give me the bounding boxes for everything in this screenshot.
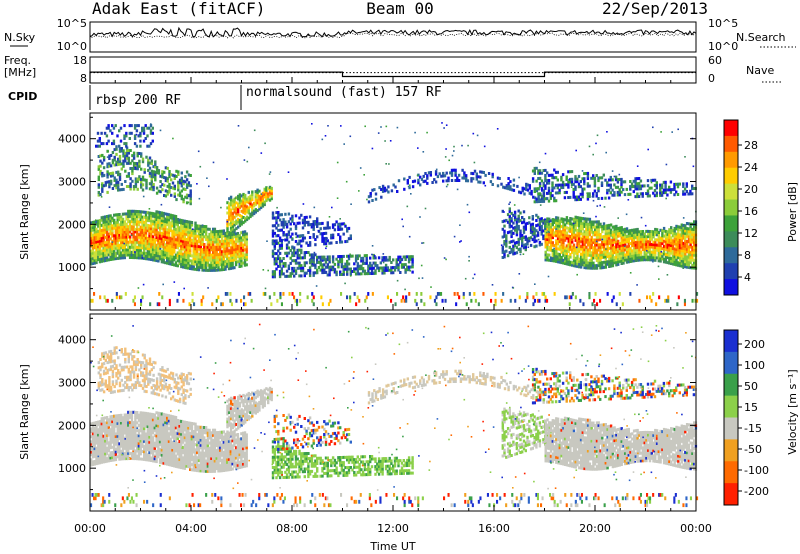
colorbar-segment: [724, 373, 738, 397]
ytick-label: 2000: [58, 419, 86, 432]
colorbar-segment: [724, 231, 738, 248]
nave-ytick-top: 60: [708, 54, 722, 67]
colorbar-segment: [724, 215, 738, 232]
freq-left-label-bottom: [MHz]: [4, 66, 36, 79]
freq-panel: Freq. [MHz] 18 8 60 0 Nave: [4, 54, 782, 85]
velocity-panel: 1000 2000 3000 4000 Slant Range [km] 200 100…: [18, 313, 799, 512]
power-colorbar-label: Power [dB]: [786, 182, 799, 242]
colorbar-tick-label: -200: [744, 485, 769, 498]
ytick-label: 1000: [58, 462, 86, 475]
velocity-panel-frame: [89, 313, 697, 512]
noise-panel: N.Sky 10^5 10^0 10^5 10^0 N.Search: [4, 17, 796, 53]
colorbar-segment: [724, 247, 738, 264]
colorbar-tick-label: 100: [744, 359, 765, 372]
colorbar-segment: [724, 461, 738, 484]
colorbar-segment: [724, 135, 738, 153]
time-axis: 00:00 04:00 08:00 12:00 16:00 20:00 00:00: [74, 77, 712, 535]
cpid-label: CPID: [8, 90, 37, 103]
noise-left-label: N.Sky: [4, 31, 36, 44]
colorbar-tick-label: 15: [744, 401, 758, 414]
xtick-label: 04:00: [175, 522, 207, 535]
header-title-left: Adak East (fitACF): [92, 0, 265, 18]
ytick-label: 3000: [58, 377, 86, 390]
noise-ytick-right-top: 10^5: [708, 17, 738, 30]
freq-ytick-top: 18: [73, 54, 87, 67]
power-ylabel: Slant Range [km]: [18, 164, 31, 260]
nave-ytick-bottom: 0: [708, 72, 715, 85]
xtick-label: 20:00: [579, 522, 611, 535]
colorbar-tick-label: 50: [744, 380, 758, 393]
xtick-label: 08:00: [276, 522, 308, 535]
header-title-right: 22/Sep/2013: [602, 0, 708, 18]
xtick-label: 12:00: [377, 522, 409, 535]
cpid-program-1: rbsp 200 RF: [95, 93, 181, 108]
ytick-label: 2000: [58, 218, 86, 231]
colorbar-tick-label: 8: [744, 249, 751, 262]
cpid-program-2: normalsound (fast) 157 RF: [246, 85, 442, 100]
power-panel-frame: [89, 112, 697, 311]
colorbar-segment: [724, 279, 738, 296]
power-colorbar: 28 24 20 16 12 8 4: [723, 119, 758, 296]
noise-panel-frame: [89, 21, 697, 53]
ytick-label: 3000: [58, 176, 86, 189]
colorbar-tick-label: 24: [744, 161, 758, 174]
colorbar-tick-label: 28: [744, 139, 758, 152]
colorbar-tick-label: 12: [744, 227, 758, 240]
colorbar-tick-label: -15: [744, 422, 762, 435]
velocity-colorbar-label: Velocity [m s⁻¹]: [786, 369, 799, 454]
ytick-label: 4000: [58, 133, 86, 146]
colorbar-segment: [724, 330, 738, 353]
colorbar-frame: [723, 329, 739, 506]
colorbar-segment: [724, 183, 738, 201]
velocity-colorbar: 200 100 50 15 -15 -50 -100 -200: [723, 329, 769, 506]
colorbar-segment: [724, 263, 738, 280]
cpid-strip: CPID rbsp 200 RF normalsound (fast) 157 …: [8, 85, 442, 110]
colorbar-tick-label: 200: [744, 338, 765, 351]
colorbar-tick-label: -100: [744, 464, 769, 477]
power-data-layer: [90, 122, 699, 307]
colorbar-tick-label: -50: [744, 443, 762, 456]
colorbar-segment: [724, 151, 738, 169]
colorbar-segment: [724, 439, 738, 462]
xtick-label: 16:00: [478, 522, 510, 535]
power-yticks: 1000 2000 3000 4000: [58, 116, 696, 290]
velocity-ylabel: Slant Range [km]: [18, 364, 31, 460]
freq-left-label-top: Freq.: [4, 54, 31, 67]
colorbar-tick-label: 4: [744, 271, 751, 284]
noise-right-label: N.Search: [736, 31, 786, 44]
colorbar-segment: [724, 417, 738, 440]
ytick-label: 4000: [58, 334, 86, 347]
power-panel: 1000 2000 3000 4000 Slant Range [km] 28 24 20…: [18, 112, 799, 311]
xtick-label: 00:00: [74, 522, 106, 535]
noise-search-trace: [89, 32, 697, 39]
xaxis-label: Time UT: [369, 540, 415, 553]
velocity-data-layer: [90, 323, 699, 508]
noise-ytick-left-bottom: 10^0: [57, 40, 87, 53]
colorbar-segment: [724, 120, 738, 137]
freq-ytick-bottom: 8: [80, 72, 87, 85]
noise-ytick-right-bottom: 10^0: [708, 40, 738, 53]
colorbar-segment: [724, 167, 738, 185]
colorbar-tick-label: 20: [744, 183, 758, 196]
velocity-yticks: 1000 2000 3000 4000: [58, 317, 696, 491]
colorbar-segment: [724, 199, 738, 216]
colorbar-segment: [724, 351, 738, 375]
noise-sky-trace: [89, 26, 697, 38]
nave-right-label: Nave: [746, 64, 774, 77]
colorbar-tick-label: 16: [744, 205, 758, 218]
colorbar-segment: [724, 395, 738, 418]
ytick-label: 1000: [58, 261, 86, 274]
header-title-center: Beam 00: [366, 0, 433, 18]
colorbar-frame: [723, 119, 739, 296]
xtick-label: 00:00: [680, 522, 712, 535]
colorbar-segment: [724, 483, 738, 506]
noise-ytick-left-top: 10^5: [57, 17, 87, 30]
